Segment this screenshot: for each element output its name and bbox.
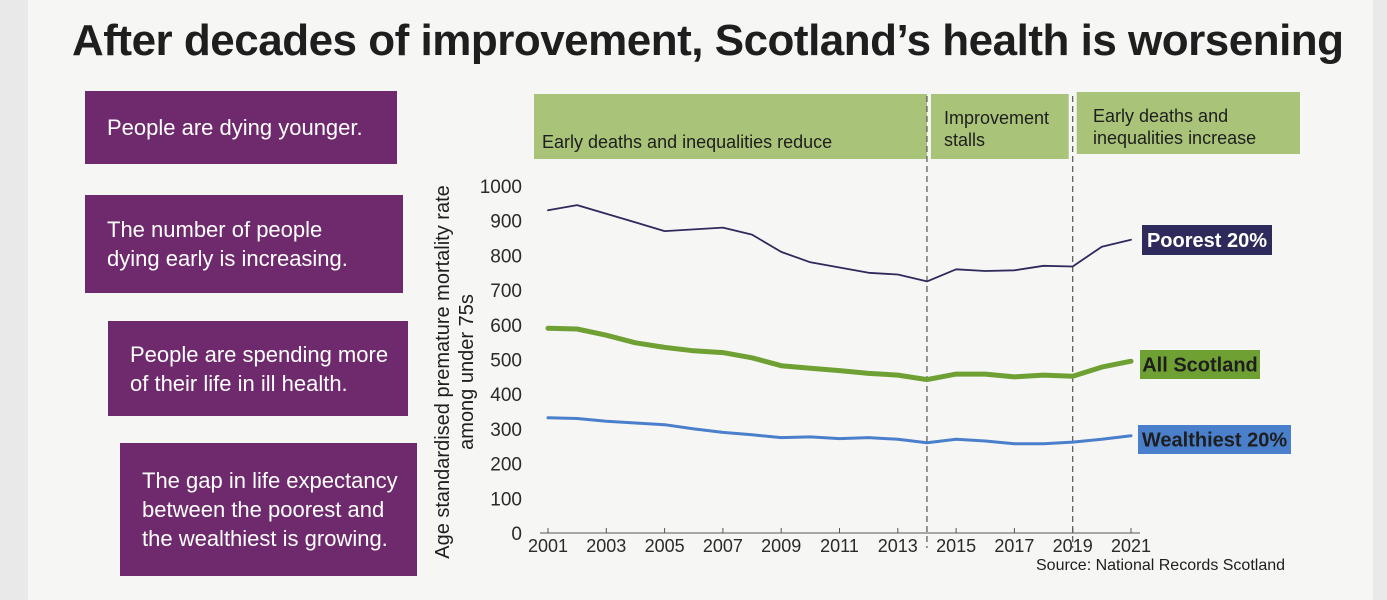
y-tick-label: 400 <box>490 385 522 406</box>
callout-text: The number of people dying early is incr… <box>107 217 348 271</box>
y-axis-title-text: Age standardised premature mortality rat… <box>432 185 478 559</box>
x-tick-label: 2003 <box>586 536 626 556</box>
series-label: All Scotland <box>1142 355 1258 377</box>
callout-ill-health: People are spending more of their life i… <box>108 321 408 416</box>
x-tick-label: 2015 <box>936 536 976 556</box>
callout-text: People are dying younger. <box>107 115 363 140</box>
series-label-bg <box>1138 425 1291 454</box>
y-tick-label: 1000 <box>480 177 522 198</box>
callout-text: People are spending more of their life i… <box>130 341 389 396</box>
x-tick-label: 2007 <box>703 536 743 556</box>
x-tick-label: 2011 <box>820 536 859 556</box>
series-label: Poorest 20% <box>1147 230 1267 252</box>
series-label-bg <box>1140 350 1260 379</box>
x-tick-label: 2017 <box>994 536 1034 556</box>
y-tick-label: 200 <box>490 455 522 476</box>
callout-dying-younger: People are dying younger. <box>85 91 397 164</box>
y-tick-label: 900 <box>490 212 522 233</box>
series-label-bg <box>1142 225 1272 255</box>
y-tick-label: 700 <box>490 281 522 302</box>
x-tick-label: 2021 <box>1111 536 1151 556</box>
phase-label-reduce: Early deaths and inequalities reduce <box>542 132 833 152</box>
x-tick-label: 2009 <box>761 536 801 556</box>
y-tick-label: 0 <box>511 524 522 545</box>
phase-band-reduce <box>534 94 927 159</box>
series-line-wealthiest-20- <box>546 416 1133 446</box>
y-tick-label: 600 <box>490 316 522 337</box>
series-label: Wealthiest 20% <box>1142 430 1287 452</box>
phase-band-stalls <box>930 94 1069 159</box>
y-tick-label: 300 <box>490 420 522 441</box>
callout-early-deaths: The number of people dying early is incr… <box>85 195 403 293</box>
series-line-poorest-20- <box>547 204 1132 283</box>
x-tick-label: 2001 <box>528 536 568 556</box>
series-line-all-scotland <box>545 325 1134 383</box>
y-tick-label: 500 <box>490 351 522 372</box>
callout-life-expectancy-gap: The gap in life expectancy between the p… <box>120 443 417 576</box>
phase-label-increase: Early deaths and inequalities increase <box>1093 106 1257 148</box>
phase-band-increase <box>1076 92 1300 154</box>
page-title: After decades of improvement, Scotland’s… <box>72 16 1344 65</box>
x-tick-label: 2019 <box>1053 536 1093 556</box>
x-tick-label: 2005 <box>645 536 685 556</box>
x-tick-label: 2013 <box>878 536 918 556</box>
phase-label-stalls: Improvement stalls <box>944 108 1050 150</box>
y-axis-title: Age standardised premature mortality rat… <box>431 182 491 562</box>
callout-text: The gap in life expectancy between the p… <box>142 468 398 551</box>
y-tick-label: 100 <box>490 489 522 510</box>
y-tick-label: 800 <box>490 246 522 267</box>
source-note: Source: National Records Scotland <box>1036 557 1286 574</box>
